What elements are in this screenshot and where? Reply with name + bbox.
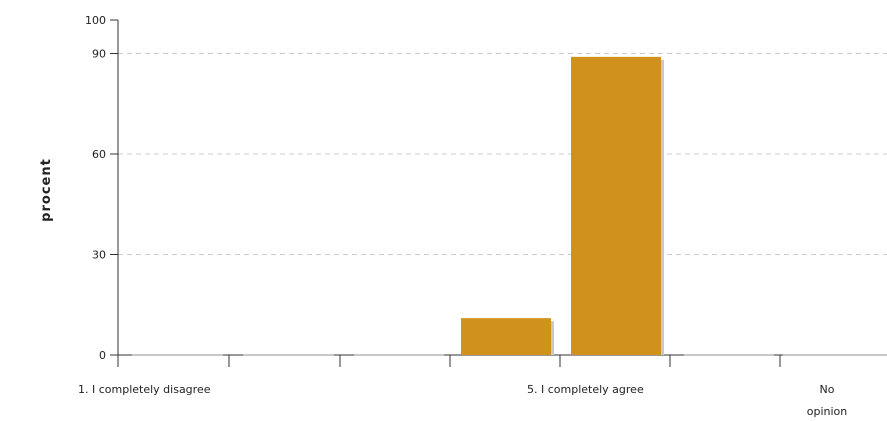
y-tick-label: 60 <box>92 148 106 161</box>
bar <box>354 354 444 356</box>
axes <box>117 20 887 356</box>
x-tick-label: 1. I completely disagree <box>78 383 211 396</box>
y-tick-label: 30 <box>92 249 106 262</box>
x-tick-label: No <box>820 383 835 396</box>
bar <box>243 354 334 356</box>
gridlines <box>118 53 887 255</box>
bar <box>684 354 774 356</box>
bars <box>132 56 887 356</box>
y-ticks: 0 30 60 90 100 <box>85 14 118 362</box>
x-tick-label: opinion <box>807 405 848 418</box>
x-tick-labels: 1. I completely disagree 5. I completely … <box>78 383 847 418</box>
x-tick-label: 5. I completely agree <box>527 383 644 396</box>
y-tick-label: 100 <box>85 14 106 27</box>
y-axis-title: procent <box>39 158 54 222</box>
bar <box>461 318 551 355</box>
bar <box>571 56 661 355</box>
bar-shadow <box>783 354 887 356</box>
y-tick-label: 90 <box>92 48 106 61</box>
bar <box>132 354 223 356</box>
x-ticks <box>117 355 781 367</box>
y-tick-label: 0 <box>99 349 106 362</box>
